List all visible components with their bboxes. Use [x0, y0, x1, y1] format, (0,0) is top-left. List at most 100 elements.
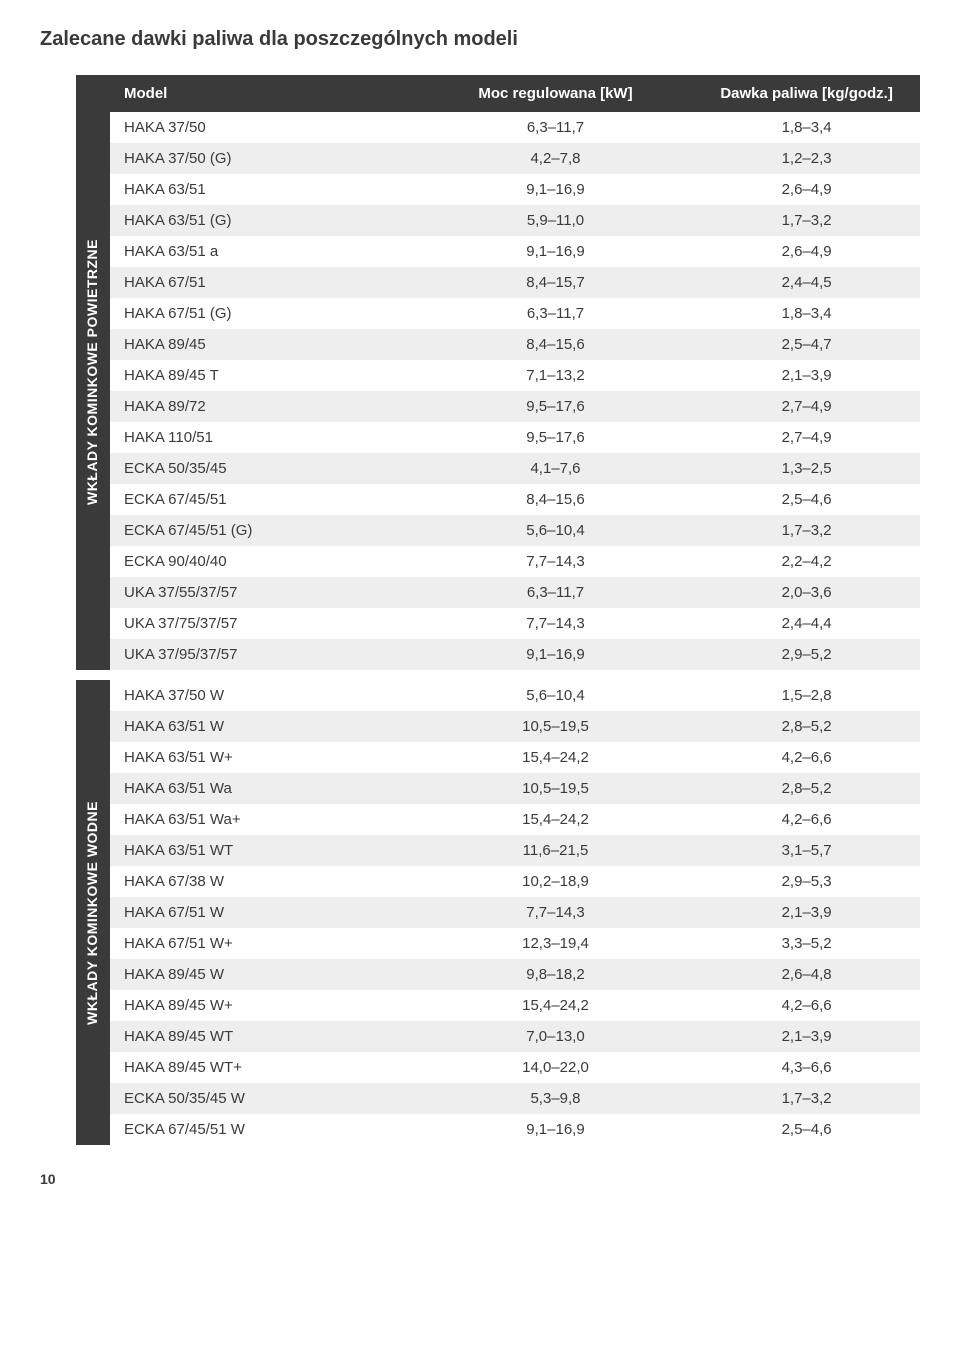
- cell-power: 9,1–16,9: [418, 639, 693, 670]
- cell-dose: 1,8–3,4: [693, 112, 920, 143]
- cell-power: 5,6–10,4: [418, 680, 693, 711]
- cell-power: 7,7–14,3: [418, 897, 693, 928]
- table-row: HAKA 67/51 (G)6,3–11,71,8–3,4: [110, 298, 920, 329]
- table-row: HAKA 63/51 WT11,6–21,53,1–5,7: [110, 835, 920, 866]
- cell-power: 9,1–16,9: [418, 236, 693, 267]
- table-row: ECKA 67/45/51 (G)5,6–10,41,7–3,2: [110, 515, 920, 546]
- cell-dose: 2,6–4,9: [693, 236, 920, 267]
- cell-model: HAKA 63/51 W: [110, 711, 418, 742]
- table-row: HAKA 67/38 W10,2–18,92,9–5,3: [110, 866, 920, 897]
- cell-power: 6,3–11,7: [418, 112, 693, 143]
- cell-dose: 4,3–6,6: [693, 1052, 920, 1083]
- cell-model: ECKA 67/45/51 W: [110, 1114, 418, 1145]
- cell-dose: 2,9–5,2: [693, 639, 920, 670]
- cell-model: HAKA 37/50: [110, 112, 418, 143]
- cell-power: 15,4–24,2: [418, 804, 693, 835]
- table-row: HAKA 67/518,4–15,72,4–4,5: [110, 267, 920, 298]
- cell-model: UKA 37/55/37/57: [110, 577, 418, 608]
- cell-model: HAKA 89/45: [110, 329, 418, 360]
- section1-data: Model Moc regulowana [kW] Dawka paliwa […: [110, 75, 920, 670]
- table-row: HAKA 110/519,5–17,62,7–4,9: [110, 422, 920, 453]
- cell-power: 5,3–9,8: [418, 1083, 693, 1114]
- cell-dose: 2,6–4,9: [693, 174, 920, 205]
- cell-dose: 2,5–4,6: [693, 484, 920, 515]
- section2-side-label-col: WKŁADY KOMINKOWE WODNE: [76, 680, 110, 1145]
- table-row: HAKA 63/51 W10,5–19,52,8–5,2: [110, 711, 920, 742]
- cell-model: HAKA 89/45 WT: [110, 1021, 418, 1052]
- cell-dose: 4,2–6,6: [693, 742, 920, 773]
- cell-model: UKA 37/75/37/57: [110, 608, 418, 639]
- section1-label: WKŁADY KOMINKOWE POWIETRZNE: [84, 239, 102, 505]
- cell-power: 8,4–15,6: [418, 329, 693, 360]
- table-row: HAKA 63/51 a9,1–16,92,6–4,9: [110, 236, 920, 267]
- cell-power: 14,0–22,0: [418, 1052, 693, 1083]
- cell-dose: 2,9–5,3: [693, 866, 920, 897]
- table-row: HAKA 37/50 (G)4,2–7,81,2–2,3: [110, 143, 920, 174]
- cell-dose: 2,4–4,4: [693, 608, 920, 639]
- table-row: HAKA 63/51 W+15,4–24,24,2–6,6: [110, 742, 920, 773]
- cell-dose: 2,6–4,8: [693, 959, 920, 990]
- cell-model: HAKA 63/51 Wa: [110, 773, 418, 804]
- table-row: UKA 37/75/37/577,7–14,32,4–4,4: [110, 608, 920, 639]
- cell-model: HAKA 63/51 a: [110, 236, 418, 267]
- cell-dose: 3,1–5,7: [693, 835, 920, 866]
- cell-power: 9,8–18,2: [418, 959, 693, 990]
- cell-dose: 2,2–4,2: [693, 546, 920, 577]
- cell-power: 4,1–7,6: [418, 453, 693, 484]
- table-row: HAKA 67/51 W7,7–14,32,1–3,9: [110, 897, 920, 928]
- table-row: UKA 37/55/37/576,3–11,72,0–3,6: [110, 577, 920, 608]
- cell-power: 6,3–11,7: [418, 577, 693, 608]
- cell-dose: 1,7–3,2: [693, 515, 920, 546]
- cell-model: ECKA 90/40/40: [110, 546, 418, 577]
- table-header: Model Moc regulowana [kW] Dawka paliwa […: [110, 75, 920, 112]
- section2-label: WKŁADY KOMINKOWE WODNE: [84, 801, 102, 1025]
- page-number: 10: [40, 1171, 920, 1187]
- side-spacer: [40, 75, 76, 670]
- cell-dose: 1,3–2,5: [693, 453, 920, 484]
- page-title: Zalecane dawki paliwa dla poszczególnych…: [40, 28, 920, 51]
- cell-model: HAKA 63/51 Wa+: [110, 804, 418, 835]
- table-row: ECKA 90/40/407,7–14,32,2–4,2: [110, 546, 920, 577]
- table-row: HAKA 89/45 WT+14,0–22,04,3–6,6: [110, 1052, 920, 1083]
- cell-dose: 1,5–2,8: [693, 680, 920, 711]
- cell-dose: 4,2–6,6: [693, 990, 920, 1021]
- cell-dose: 1,7–3,2: [693, 1083, 920, 1114]
- cell-dose: 2,8–5,2: [693, 773, 920, 804]
- cell-dose: 4,2–6,6: [693, 804, 920, 835]
- cell-model: UKA 37/95/37/57: [110, 639, 418, 670]
- cell-power: 15,4–24,2: [418, 742, 693, 773]
- table-row: HAKA 63/51 Wa+15,4–24,24,2–6,6: [110, 804, 920, 835]
- cell-power: 11,6–21,5: [418, 835, 693, 866]
- cell-power: 7,7–14,3: [418, 608, 693, 639]
- cell-model: HAKA 37/50 (G): [110, 143, 418, 174]
- cell-power: 10,2–18,9: [418, 866, 693, 897]
- table-row: HAKA 63/51 (G)5,9–11,01,7–3,2: [110, 205, 920, 236]
- cell-power: 8,4–15,7: [418, 267, 693, 298]
- table-row: HAKA 37/506,3–11,71,8–3,4: [110, 112, 920, 143]
- cell-model: HAKA 67/51: [110, 267, 418, 298]
- cell-model: HAKA 63/51 (G): [110, 205, 418, 236]
- cell-power: 9,1–16,9: [418, 1114, 693, 1145]
- header-model: Model: [110, 75, 418, 112]
- cell-model: HAKA 63/51: [110, 174, 418, 205]
- cell-model: ECKA 67/45/51: [110, 484, 418, 515]
- cell-power: 10,5–19,5: [418, 711, 693, 742]
- cell-dose: 2,5–4,7: [693, 329, 920, 360]
- table-row: HAKA 63/51 Wa10,5–19,52,8–5,2: [110, 773, 920, 804]
- cell-dose: 1,7–3,2: [693, 205, 920, 236]
- cell-model: ECKA 67/45/51 (G): [110, 515, 418, 546]
- table-row: HAKA 89/45 T7,1–13,22,1–3,9: [110, 360, 920, 391]
- table-row: UKA 37/95/37/579,1–16,92,9–5,2: [110, 639, 920, 670]
- cell-power: 15,4–24,2: [418, 990, 693, 1021]
- cell-model: HAKA 89/45 W: [110, 959, 418, 990]
- table-row: HAKA 89/45 WT7,0–13,02,1–3,9: [110, 1021, 920, 1052]
- table-row: HAKA 89/729,5–17,62,7–4,9: [110, 391, 920, 422]
- table-row: ECKA 67/45/51 W9,1–16,92,5–4,6: [110, 1114, 920, 1145]
- cell-power: 4,2–7,8: [418, 143, 693, 174]
- cell-model: HAKA 67/38 W: [110, 866, 418, 897]
- cell-dose: 1,8–3,4: [693, 298, 920, 329]
- header-power: Moc regulowana [kW]: [418, 75, 693, 112]
- cell-model: HAKA 110/51: [110, 422, 418, 453]
- cell-dose: 2,7–4,9: [693, 422, 920, 453]
- cell-power: 9,5–17,6: [418, 391, 693, 422]
